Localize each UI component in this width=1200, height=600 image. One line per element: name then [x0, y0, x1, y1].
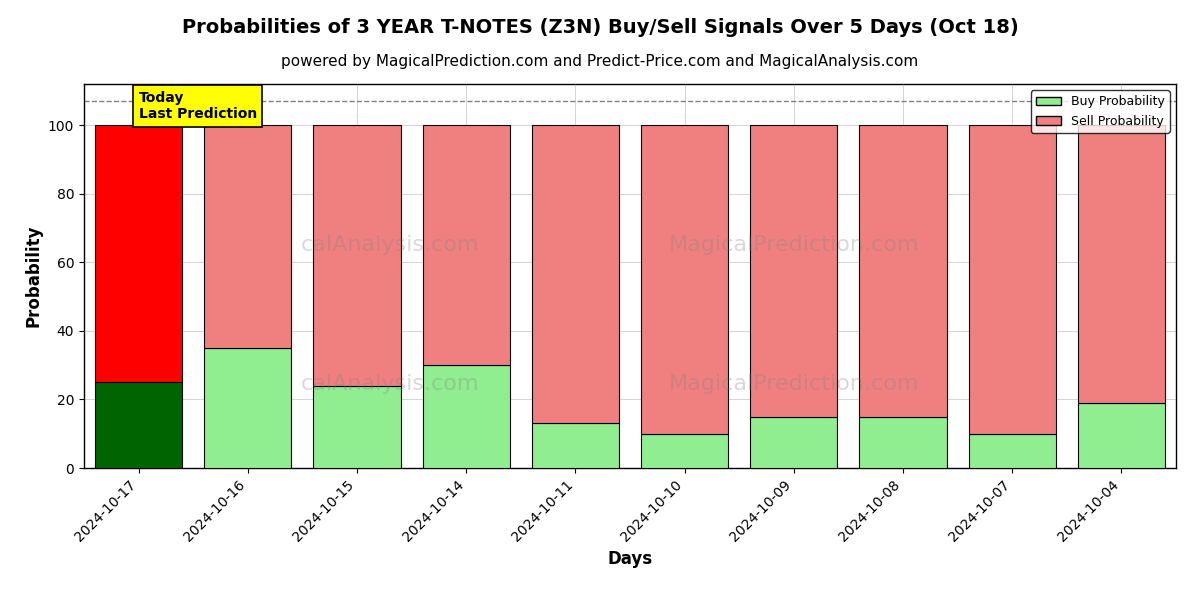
Bar	[968, 434, 1056, 468]
X-axis label: Days: Days	[607, 550, 653, 568]
Bar	[750, 416, 838, 468]
Bar	[95, 382, 182, 468]
Bar	[859, 125, 947, 416]
Bar	[422, 125, 510, 365]
Bar	[204, 125, 292, 348]
Text: Today
Last Prediction: Today Last Prediction	[139, 91, 257, 121]
Bar	[750, 125, 838, 416]
Y-axis label: Probability: Probability	[24, 225, 42, 327]
Bar	[313, 125, 401, 386]
Bar	[422, 365, 510, 468]
Text: calAnalysis.com: calAnalysis.com	[300, 374, 479, 394]
Bar	[532, 125, 619, 424]
Bar	[313, 386, 401, 468]
Text: Probabilities of 3 YEAR T-NOTES (Z3N) Buy/Sell Signals Over 5 Days (Oct 18): Probabilities of 3 YEAR T-NOTES (Z3N) Bu…	[181, 18, 1019, 37]
Bar	[1078, 403, 1165, 468]
Bar	[532, 424, 619, 468]
Bar	[641, 434, 728, 468]
Bar	[1078, 125, 1165, 403]
Bar	[968, 125, 1056, 434]
Legend: Buy Probability, Sell Probability: Buy Probability, Sell Probability	[1031, 90, 1170, 133]
Text: MagicalPrediction.com: MagicalPrediction.com	[668, 374, 919, 394]
Text: powered by MagicalPrediction.com and Predict-Price.com and MagicalAnalysis.com: powered by MagicalPrediction.com and Pre…	[281, 54, 919, 69]
Bar	[95, 125, 182, 382]
Bar	[204, 348, 292, 468]
Bar	[859, 416, 947, 468]
Text: calAnalysis.com: calAnalysis.com	[300, 235, 479, 255]
Text: MagicalPrediction.com: MagicalPrediction.com	[668, 235, 919, 255]
Bar	[641, 125, 728, 434]
